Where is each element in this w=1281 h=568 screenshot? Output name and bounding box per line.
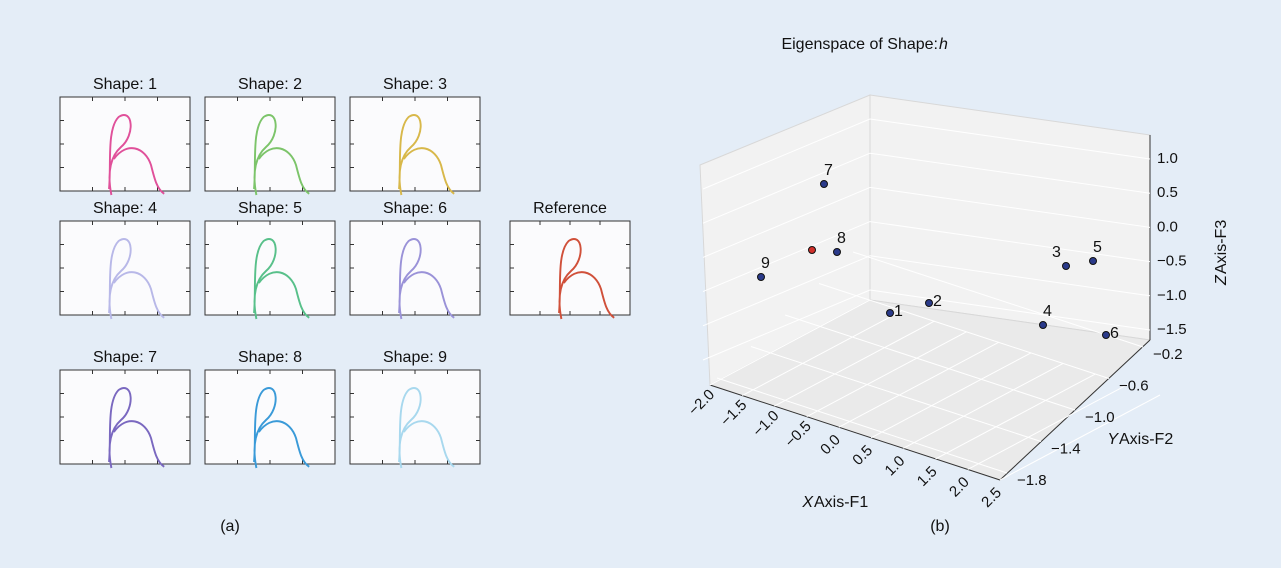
shape-title: Shape: 5 bbox=[238, 200, 302, 217]
point bbox=[834, 249, 841, 256]
shape-title: Reference bbox=[533, 200, 607, 217]
shape-title: Shape: 8 bbox=[238, 349, 302, 366]
x-axis-label: Axis-F1 bbox=[814, 494, 868, 511]
y-axis-var: Y bbox=[1107, 431, 1119, 448]
z-tick-label: −1.0 bbox=[1157, 287, 1187, 304]
figure: Shape: 1 Shape: 2 Shape: 3 Shape: 4 Shape: 5… bbox=[0, 0, 1281, 568]
point bbox=[1090, 258, 1097, 265]
z-axis-group: Z Axis-F3 bbox=[1213, 220, 1230, 286]
point-label: 5 bbox=[1093, 239, 1102, 256]
point bbox=[887, 310, 894, 317]
point-label: 2 bbox=[933, 293, 942, 310]
y-tick-label: −1.8 bbox=[1017, 472, 1047, 489]
z-tick-label: −1.5 bbox=[1157, 321, 1187, 338]
reference-point bbox=[809, 247, 816, 254]
point-label: 6 bbox=[1110, 325, 1119, 342]
reference-box bbox=[510, 221, 630, 315]
y-tick-label: −1.4 bbox=[1051, 440, 1081, 457]
point bbox=[1103, 332, 1110, 339]
plot-title-var: h bbox=[939, 36, 948, 53]
point-label: 4 bbox=[1043, 303, 1052, 320]
point-label: 8 bbox=[837, 230, 846, 247]
z-axis-label: Axis-F3 bbox=[1213, 220, 1230, 274]
y-tick-label: −0.6 bbox=[1119, 377, 1149, 394]
point-label: 7 bbox=[824, 162, 833, 179]
caption-a: (a) bbox=[220, 518, 240, 535]
y-axis-label: Axis-F2 bbox=[1119, 431, 1173, 448]
point bbox=[821, 181, 828, 188]
z-tick-label: −0.5 bbox=[1157, 253, 1187, 270]
shape-title: Shape: 7 bbox=[93, 349, 157, 366]
z-axis-var: Z bbox=[1213, 274, 1230, 286]
point-label: 9 bbox=[761, 255, 770, 272]
y-tick-label: −0.2 bbox=[1153, 346, 1183, 363]
point-label: 1 bbox=[894, 303, 903, 320]
shape-title: Shape: 3 bbox=[383, 76, 447, 93]
plot-title: Eigenspace of Shape: bbox=[781, 36, 938, 53]
shape-title: Shape: 9 bbox=[383, 349, 447, 366]
z-tick-label: 0.0 bbox=[1157, 218, 1178, 235]
y-tick-label: −1.0 bbox=[1085, 409, 1115, 426]
point bbox=[926, 300, 933, 307]
x-axis-var: X bbox=[801, 494, 814, 511]
point bbox=[1063, 263, 1070, 270]
point-label: 3 bbox=[1052, 244, 1061, 261]
point bbox=[1040, 322, 1047, 329]
shape-title: Shape: 1 bbox=[93, 76, 157, 93]
shape-title: Shape: 4 bbox=[93, 200, 157, 217]
caption-b: (b) bbox=[930, 518, 950, 535]
shape-title: Shape: 6 bbox=[383, 200, 447, 217]
z-tick-label: 0.5 bbox=[1157, 184, 1178, 201]
shape-title: Shape: 2 bbox=[238, 76, 302, 93]
point bbox=[758, 274, 765, 281]
z-tick-label: 1.0 bbox=[1157, 150, 1178, 167]
